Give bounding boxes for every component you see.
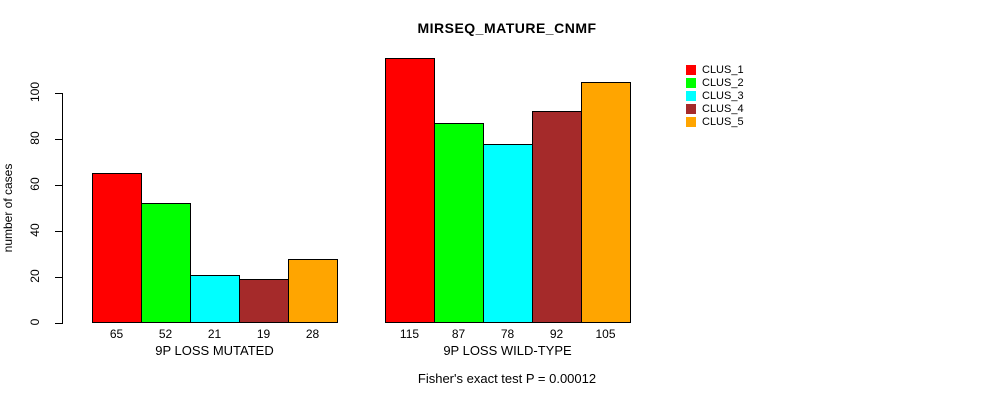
bar-value-label: 65 (109, 327, 124, 341)
bar-value-label: 105 (595, 327, 616, 341)
legend: CLUS_1 CLUS_2 CLUS_3 CLUS_4 CLUS_5 (686, 63, 744, 128)
bar-value-label: 87 (451, 327, 466, 341)
bar-value-label: 115 (399, 327, 420, 341)
y-axis-tick (55, 185, 62, 186)
legend-label: CLUS_5 (702, 115, 744, 128)
bar-clus_2-group1 (141, 203, 191, 323)
bar-clus_1-group2 (385, 58, 435, 323)
legend-swatch (686, 103, 696, 114)
y-axis-tick (55, 277, 62, 278)
y-axis-tick (55, 139, 62, 140)
bar-clus_1-group1 (92, 173, 142, 323)
bar-clus_2-group2 (434, 123, 484, 323)
legend-swatch (686, 64, 696, 75)
legend-item-clus_2: CLUS_2 (686, 76, 744, 89)
y-axis-line (62, 93, 63, 324)
bar-value-label: 52 (158, 327, 173, 341)
bar-value-label: 92 (549, 327, 564, 341)
group-label: 9P LOSS WILD-TYPE (443, 343, 572, 358)
y-axis-tick-label: 100 (28, 81, 42, 103)
legend-item-clus_5: CLUS_5 (686, 115, 744, 128)
legend-label: CLUS_3 (702, 89, 744, 102)
legend-item-clus_3: CLUS_3 (686, 89, 744, 102)
y-axis-tick-label: 80 (28, 131, 42, 145)
legend-label: CLUS_4 (702, 102, 744, 115)
bar-clus_4-group2 (532, 111, 582, 323)
bar-clus_5-group1 (288, 259, 338, 323)
bar-clus_5-group2 (581, 82, 631, 323)
legend-swatch (686, 77, 696, 88)
fisher-test-annotation: Fisher's exact test P = 0.00012 (417, 371, 597, 386)
y-axis-tick (55, 93, 62, 94)
bar-value-label: 21 (207, 327, 222, 341)
y-axis-tick (55, 231, 62, 232)
legend-item-clus_1: CLUS_1 (686, 63, 744, 76)
y-axis-tick-label: 20 (28, 269, 42, 283)
y-axis-tick-label: 0 (28, 318, 42, 326)
chart-title: MIRSEQ_MATURE_CNMF (417, 20, 597, 36)
bar-clus_4-group1 (239, 279, 289, 323)
legend-swatch (686, 90, 696, 101)
bar-clus_3-group2 (483, 144, 533, 323)
bar-value-label: 19 (256, 327, 271, 341)
y-axis-tick (55, 323, 62, 324)
group-label: 9P LOSS MUTATED (155, 343, 274, 358)
bar-value-label: 28 (305, 327, 320, 341)
legend-label: CLUS_2 (702, 76, 744, 89)
legend-swatch (686, 116, 696, 127)
legend-label: CLUS_1 (702, 63, 744, 76)
y-axis-tick-label: 40 (28, 223, 42, 237)
bar-clus_3-group1 (190, 275, 240, 323)
legend-item-clus_4: CLUS_4 (686, 102, 744, 115)
bar-value-label: 78 (500, 327, 515, 341)
y-axis-tick-label: 60 (28, 177, 42, 191)
y-axis-label: number of cases (1, 163, 15, 253)
